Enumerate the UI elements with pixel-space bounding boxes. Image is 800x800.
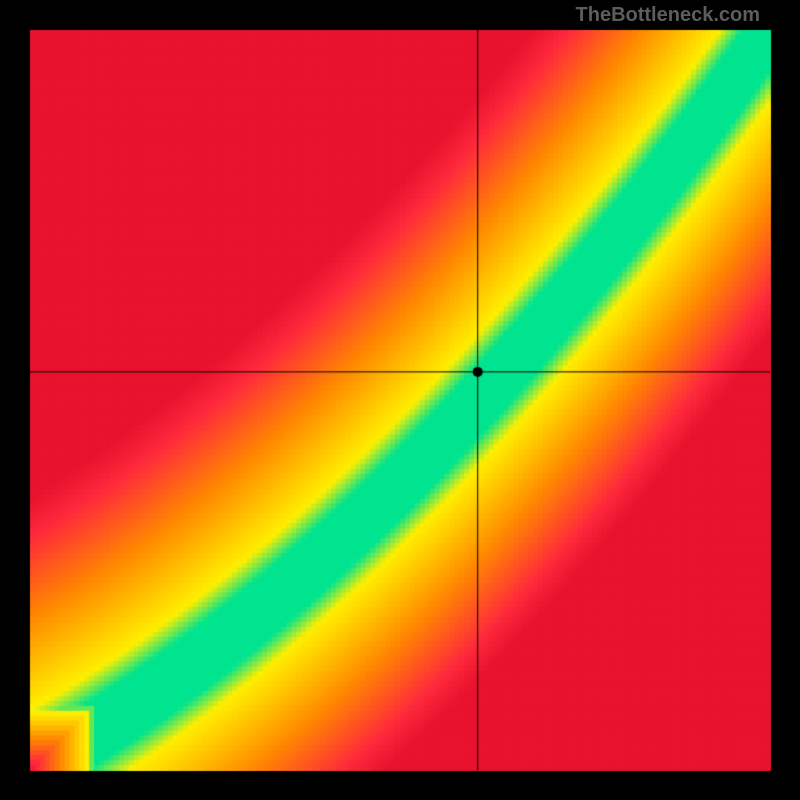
bottleneck-heatmap (0, 0, 800, 800)
chart-container: TheBottleneck.com (0, 0, 800, 800)
attribution-text: TheBottleneck.com (576, 4, 760, 27)
